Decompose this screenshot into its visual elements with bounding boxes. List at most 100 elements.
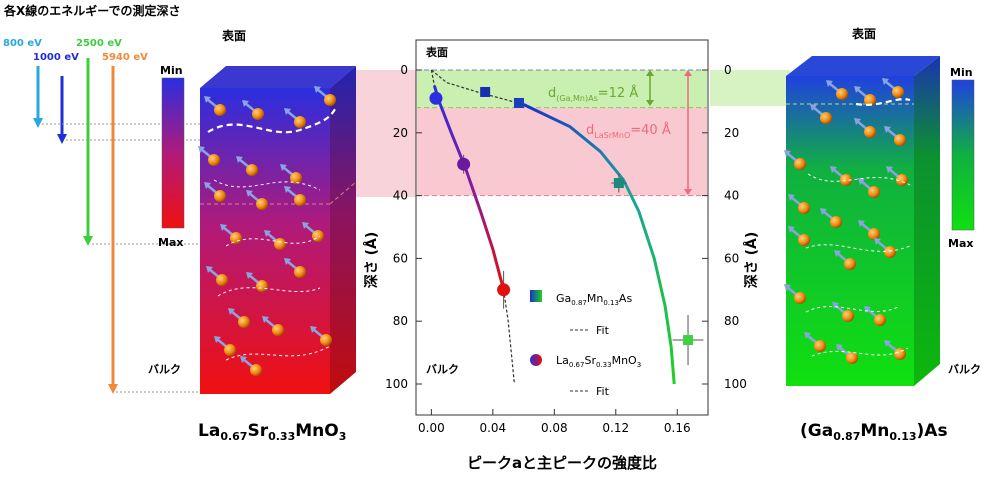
gamnas-atom-spin-head [836,344,843,351]
lsmo-atom-spin-head [264,230,271,237]
d-lsmo-annotation: dLaSrMnO=40 Å [586,122,671,140]
lsmo-trail [207,107,337,134]
y-tick-label-right: 20 [724,126,739,140]
legend-swatch-gamnas [530,290,542,302]
lsmo-atom-spin-head [236,156,243,163]
lsmo-atom-spin-head [198,146,205,153]
lsmo-atom [252,108,264,120]
data-point-gamnas [513,97,524,108]
legend-label-gamnas: Ga0.87Mn0.13As [556,292,632,307]
lsmo-atom-spin-head [240,356,247,363]
gamnas-atom-spin-head [784,284,791,291]
lsmo-atom-spin-head [284,108,291,115]
gamnas-atom [830,216,842,228]
gamnas-atom [892,86,904,98]
gamnas-atom [842,310,854,322]
gamnas-trail [805,305,901,313]
data-point-gamnas [613,178,624,189]
energy-label-5940: 5940 eV [102,52,148,63]
gamnas-band-connector [710,70,790,106]
gamnas-surface-label: 表面 [851,26,876,41]
gamnas-atom [874,314,886,326]
gamnas-atom-spin-head [804,332,811,339]
x-tick-label: 0.08 [541,421,568,435]
lsmo-atom [246,164,258,176]
lsmo-atom [216,274,228,286]
gamnas-atom [868,186,880,198]
gamnas-bulk-label: バルク [948,363,981,376]
gamnas-trail [807,173,913,187]
x-tick-label: 0.00 [418,421,445,435]
lsmo-atom-spin-head [242,100,249,107]
y-axis-label-right: 深さ (Å) [743,232,760,289]
gamnas-atom-spin-head [882,78,889,85]
energy-label-2500: 2500 eV [76,38,122,49]
gamnas-atom-spin-head [886,166,893,173]
lsmo-atom [224,344,236,356]
lsmo-atom [256,198,268,210]
y-tick-label-right: 40 [724,189,739,203]
chart-bulk-label: バルク [426,363,459,376]
lsmo-atom [214,190,226,202]
gamnas-atom-spin-head [874,238,881,245]
gamnas-colorbar [951,79,975,231]
energy-arrows [33,58,200,394]
gamnas-atom-spin-head [810,104,817,111]
lsmo-trail [225,235,321,247]
y-tick-label-right: 60 [724,251,739,265]
gamnas-formula: (Ga0.87Mn0.13)As [800,421,948,443]
chart-surface-label: 表面 [425,45,448,59]
y-tick-label-left: 80 [393,314,408,328]
gamnas-atom-spin-head [788,226,795,233]
lsmo-atom [230,232,242,244]
gamnas-atom [794,158,806,170]
y-axis-label-left: 深さ (Å) [363,232,380,289]
lsmo-atom-spin-head [204,182,211,189]
lsmo-atom [324,94,336,106]
gamnas-trail [811,347,909,357]
data-point-lsmo [457,157,471,171]
lsmo-atom-spin-head [284,186,291,193]
legend-fit-lsmo: Fit [596,385,610,398]
lsmo-atom-spin-head [284,258,291,265]
data-point-gamnas [480,86,491,97]
y-tick-label-right: 0 [724,63,732,77]
legend-label-lsmo: La0.67Sr0.33MnO3 [556,354,641,369]
gamnas-atom [794,292,806,304]
depth-chart: 0.00 0.04 0.08 0.12 0.16 0 0 20 20 40 40 60 60 80 80 10… [363,39,760,472]
legend: Ga0.87Mn0.13As Fit La0.67Sr0.33MnO3 Fit [530,290,641,398]
y-tick-label-right: 80 [724,314,739,328]
lsmo-colorbar-min: Min [160,64,183,77]
gamnas-atom-spin-head [858,178,865,185]
gamnas-atom [894,134,906,146]
lsmo-trail [213,179,321,191]
legend-fit-gamnas: Fit [596,324,610,337]
gamnas-atom [864,94,876,106]
gamnas-atom-spin-head [858,220,865,227]
d-gamnas-annotation: d(Ga,Mn)As=12 Å [548,85,638,103]
lsmo-atom [294,194,306,206]
lsmo-atom [250,364,262,376]
y-tick-label-left: 0 [400,63,408,77]
gamnas-atom-spin-head [830,166,837,173]
gamnas-atom [884,246,896,258]
gamnas-atom [868,228,880,240]
y-tick-label-left: 60 [393,251,408,265]
lsmo-atom-spin-head [220,224,227,231]
fit-solid-0 [522,103,676,385]
fit-dashed-bottom-1 [503,289,515,385]
gamnas-colorbar-min: Min [950,66,973,79]
lsmo-atom-spin-head [214,336,221,343]
gamnas-atom [844,258,856,270]
x-tick-label: 0.04 [479,421,506,435]
lsmo-atom [294,116,306,128]
x-axis-label: ピークaと主ピークの強度比 [467,454,657,472]
energy-label-800: 800 eV [3,38,42,49]
gamnas-atom [864,126,876,138]
gamnas-atom [896,174,908,186]
gamnas-atom-spin-head [788,194,795,201]
gamnas-atom-spin-head [854,86,861,93]
lsmo-atom-spin-head [262,316,269,323]
y-tick-label-left: 20 [393,126,408,140]
lsmo-atom [294,266,306,278]
